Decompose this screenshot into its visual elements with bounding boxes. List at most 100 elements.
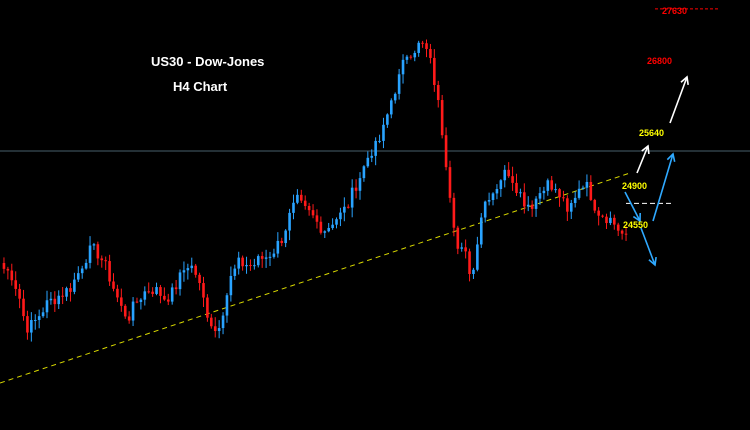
candle-body bbox=[389, 100, 393, 115]
candle-body bbox=[190, 265, 194, 269]
candle-body bbox=[229, 275, 233, 296]
candle-body bbox=[76, 273, 80, 280]
candle-body bbox=[30, 320, 33, 333]
candle-body bbox=[433, 57, 436, 85]
candle-body bbox=[256, 256, 260, 266]
candle-body bbox=[296, 194, 299, 203]
candle-body bbox=[566, 198, 569, 212]
candle-body bbox=[210, 317, 213, 327]
candle-body bbox=[108, 261, 111, 282]
candle-body bbox=[155, 287, 158, 294]
candle-body bbox=[519, 192, 522, 194]
candle-body bbox=[163, 295, 166, 300]
candle-body bbox=[241, 257, 244, 267]
candle-body bbox=[483, 201, 487, 218]
candle-body bbox=[605, 216, 608, 224]
candle-body bbox=[69, 288, 72, 292]
candle-body bbox=[143, 291, 147, 300]
candle-body bbox=[264, 257, 268, 259]
candle-body bbox=[523, 192, 526, 207]
candle-body bbox=[436, 84, 440, 101]
candle-body bbox=[127, 316, 131, 321]
candle-body bbox=[421, 42, 424, 44]
candle-body bbox=[151, 291, 154, 294]
candle-body bbox=[417, 42, 420, 53]
candle-body bbox=[515, 182, 518, 193]
candle-body bbox=[292, 202, 295, 213]
candle-body bbox=[276, 240, 280, 254]
candle-body bbox=[491, 193, 495, 201]
candle-body bbox=[409, 56, 413, 58]
candle-body bbox=[503, 169, 507, 181]
candle-body bbox=[123, 305, 127, 317]
candle-body bbox=[178, 272, 182, 290]
candle-body bbox=[569, 203, 573, 212]
level-label-27630: 27630 bbox=[662, 6, 688, 16]
candle-body bbox=[323, 231, 327, 233]
candle-body bbox=[284, 230, 287, 244]
arrow-bearish-target-head bbox=[648, 256, 657, 267]
candle-body bbox=[354, 187, 358, 191]
candle-body bbox=[558, 189, 561, 198]
candle-body bbox=[511, 176, 514, 183]
candle-body bbox=[393, 93, 397, 101]
arrow-bullish-first-head bbox=[641, 144, 650, 155]
candle-body bbox=[620, 230, 624, 234]
arrow-bullish-first bbox=[636, 145, 649, 174]
candle-body bbox=[104, 260, 107, 262]
candle-body bbox=[319, 221, 323, 233]
candle-body bbox=[65, 288, 68, 297]
candle-body bbox=[249, 264, 252, 266]
candle-body bbox=[49, 298, 53, 301]
candle-body bbox=[507, 169, 510, 177]
candle-body bbox=[378, 140, 381, 142]
arrow-bullish-target bbox=[669, 76, 688, 124]
candle-body bbox=[542, 190, 546, 194]
candle-body bbox=[280, 240, 284, 244]
candle-body bbox=[405, 56, 409, 60]
candle-body bbox=[57, 295, 61, 305]
candle-body bbox=[456, 227, 460, 249]
candle-body bbox=[174, 287, 178, 290]
candle-body bbox=[464, 247, 467, 252]
candle-body bbox=[562, 197, 565, 199]
candle-body bbox=[307, 205, 311, 211]
candle-body bbox=[303, 200, 307, 206]
candle-body bbox=[311, 210, 315, 216]
candle-body bbox=[346, 206, 350, 208]
candle-body bbox=[202, 283, 205, 298]
candle-body bbox=[170, 287, 174, 302]
candle-body bbox=[425, 43, 428, 49]
candle-body bbox=[41, 312, 45, 317]
candle-body bbox=[88, 245, 92, 263]
candle-body bbox=[479, 217, 483, 245]
candle-body bbox=[116, 288, 119, 298]
candle-body bbox=[84, 262, 88, 269]
candle-body bbox=[550, 180, 554, 190]
candle-body bbox=[213, 326, 217, 332]
candle-body bbox=[448, 167, 452, 198]
candle-body bbox=[221, 315, 225, 329]
candle-body bbox=[272, 253, 276, 257]
candle-body bbox=[495, 189, 499, 194]
candle-body bbox=[6, 268, 10, 271]
candle-body bbox=[339, 212, 342, 220]
level-label-26800: 26800 bbox=[647, 56, 673, 66]
candle-body bbox=[26, 316, 29, 333]
candle-body bbox=[526, 204, 530, 207]
candle-body bbox=[476, 244, 479, 270]
candle-body bbox=[166, 299, 170, 302]
candle-body bbox=[585, 181, 589, 188]
candle-body bbox=[573, 197, 577, 204]
candle-body bbox=[315, 215, 319, 222]
candle-body bbox=[530, 204, 534, 209]
candle-body bbox=[370, 155, 374, 158]
candle-body bbox=[327, 227, 330, 232]
candle-body bbox=[37, 316, 41, 320]
candle-body bbox=[429, 48, 432, 58]
candle-body bbox=[22, 298, 25, 317]
candle-body bbox=[487, 200, 491, 202]
candle-body bbox=[577, 188, 581, 198]
